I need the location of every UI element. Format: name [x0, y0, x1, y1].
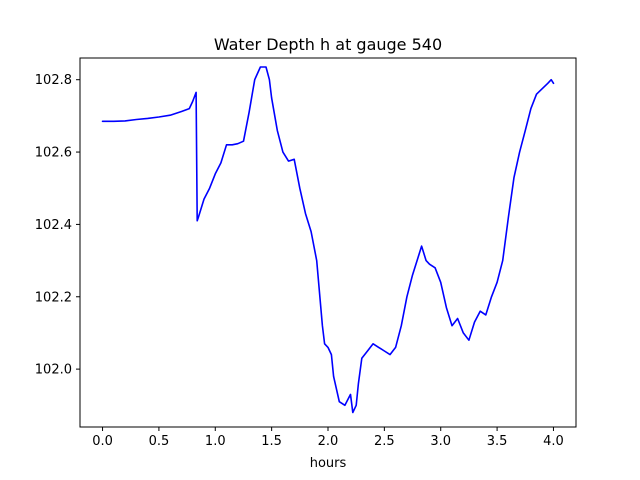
- y-tick-label: 102.2: [35, 290, 72, 305]
- series-layer: [101, 66, 555, 414]
- x-tick-label: 1.5: [261, 434, 282, 449]
- y-axis: 102.0 102.2 102.4 102.6 102.8: [35, 73, 80, 378]
- x-axis-label: hours: [310, 456, 347, 471]
- x-tick-label: 3.5: [487, 434, 508, 449]
- x-tick-label: 0.0: [92, 434, 113, 449]
- x-tick-label: 0.5: [149, 434, 170, 449]
- x-axis: 0.0 0.5 1.0 1.5 2.0 2.5 3.0 3.5 4.0: [92, 427, 564, 449]
- x-tick-label: 1.0: [205, 434, 226, 449]
- x-tick-label: 4.0: [543, 434, 564, 449]
- series-line-0: [101, 66, 555, 414]
- x-tick-label: 2.5: [374, 434, 395, 449]
- chart-title: Water Depth h at gauge 540: [214, 35, 442, 54]
- y-tick-label: 102.6: [35, 146, 72, 161]
- y-tick-label: 102.0: [35, 363, 72, 378]
- y-tick-label: 102.4: [35, 218, 72, 233]
- x-tick-label: 2.0: [318, 434, 339, 449]
- y-tick-label: 102.8: [35, 73, 72, 88]
- x-tick-label: 3.0: [430, 434, 451, 449]
